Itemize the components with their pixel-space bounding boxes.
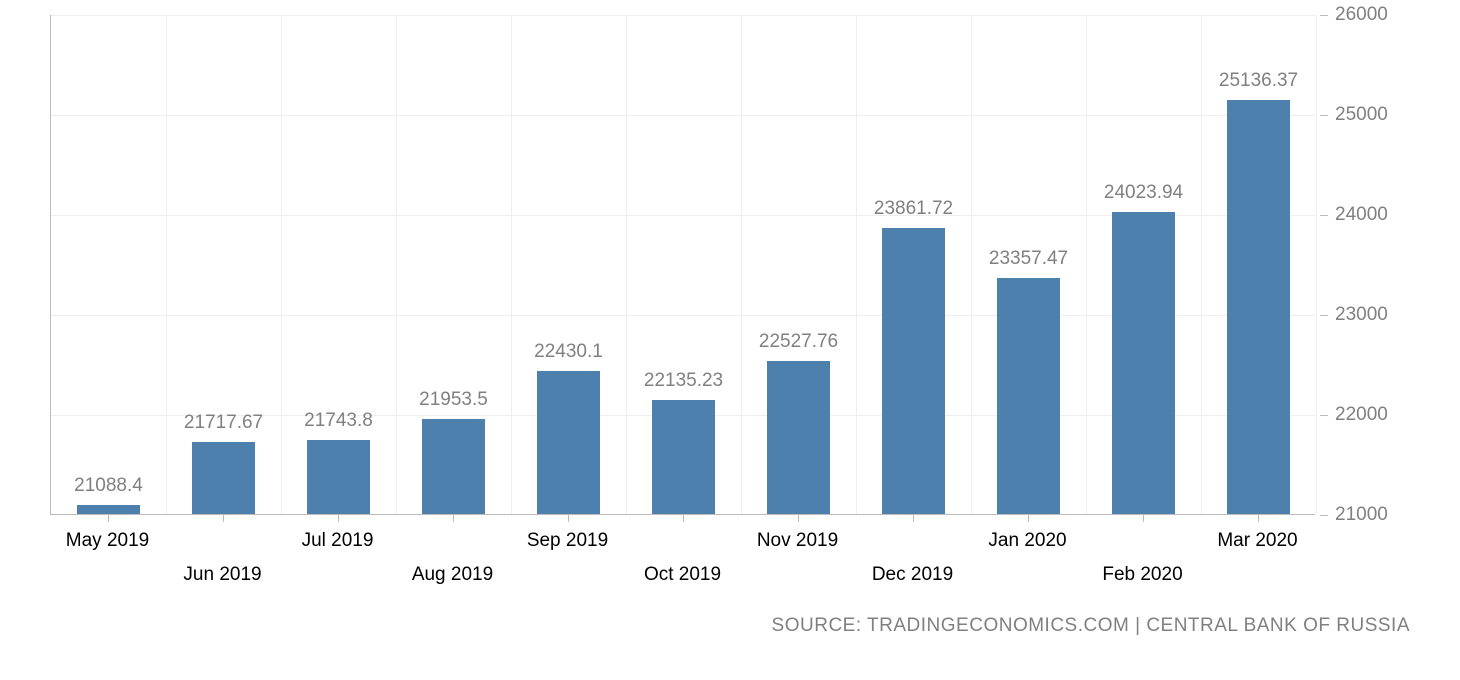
y-tick-mark [1320,15,1328,16]
bar [307,440,370,514]
y-tick-label: 24000 [1335,204,1388,226]
gridline-v [511,15,512,514]
bar-value-label: 25136.37 [1219,70,1298,92]
y-tick-mark [1320,415,1328,416]
gridline-v [626,15,627,514]
y-axis: 210002200023000240002500026000 [1320,15,1410,515]
source-label: SOURCE: TRADINGECONOMICS.COM | CENTRAL B… [772,615,1410,637]
gridline-v [396,15,397,514]
bar [537,371,600,514]
bar-value-label: 22430.1 [534,341,603,363]
bar-value-label: 21088.4 [74,475,143,497]
gridline-v [1086,15,1087,514]
x-tick-label: Jun 2019 [183,564,261,586]
gridline-v [741,15,742,514]
bar [997,278,1060,514]
y-tick-label: 23000 [1335,304,1388,326]
y-tick-mark [1320,315,1328,316]
gridline-v [1201,15,1202,514]
x-tick-label: Jan 2020 [988,530,1066,552]
bar [422,419,485,514]
bar [1227,100,1290,514]
gridline-v [1316,15,1317,514]
bar-value-label: 21717.67 [184,412,263,434]
bar [652,400,715,514]
gridline-v [971,15,972,514]
bar [882,228,945,514]
plot-area: 21088.4 21717.67 21743.8 21953.5 22430.1 2213… [50,15,1315,515]
gridline-v [281,15,282,514]
y-tick-label: 22000 [1335,404,1388,426]
x-tick-label: May 2019 [66,530,149,552]
bar-value-label: 21743.8 [304,410,373,432]
gridline-v [166,15,167,514]
x-tick-label: Aug 2019 [412,564,493,586]
bar [1112,212,1175,514]
x-tick-label: Nov 2019 [757,530,838,552]
bar-value-label: 21953.5 [419,389,488,411]
x-tick-label: Jul 2019 [302,530,374,552]
bar [767,361,830,514]
bar [192,442,255,514]
x-tick-label: Oct 2019 [644,564,721,586]
chart-container: 21088.4 21717.67 21743.8 21953.5 22430.1 2213… [50,15,1410,630]
bar-value-label: 23357.47 [989,248,1068,270]
y-tick-mark [1320,215,1328,216]
y-tick-mark [1320,515,1328,516]
y-tick-label: 25000 [1335,104,1388,126]
gridline-v [856,15,857,514]
x-tick-label: Dec 2019 [872,564,953,586]
x-axis: May 2019 Jun 2019 Jul 2019 Aug 2019 Sep 2019… [50,520,1315,600]
x-tick-label: Feb 2020 [1102,564,1182,586]
y-tick-mark [1320,115,1328,116]
gridline-h [51,15,1315,16]
x-tick-label: Mar 2020 [1217,530,1297,552]
x-tick-label: Sep 2019 [527,530,608,552]
bar-value-label: 24023.94 [1104,182,1183,204]
bar-value-label: 23861.72 [874,198,953,220]
y-tick-label: 21000 [1335,504,1388,526]
gridline-h [51,115,1315,116]
bar [77,505,140,514]
bar-value-label: 22527.76 [759,331,838,353]
y-tick-label: 26000 [1335,4,1388,26]
bar-value-label: 22135.23 [644,370,723,392]
